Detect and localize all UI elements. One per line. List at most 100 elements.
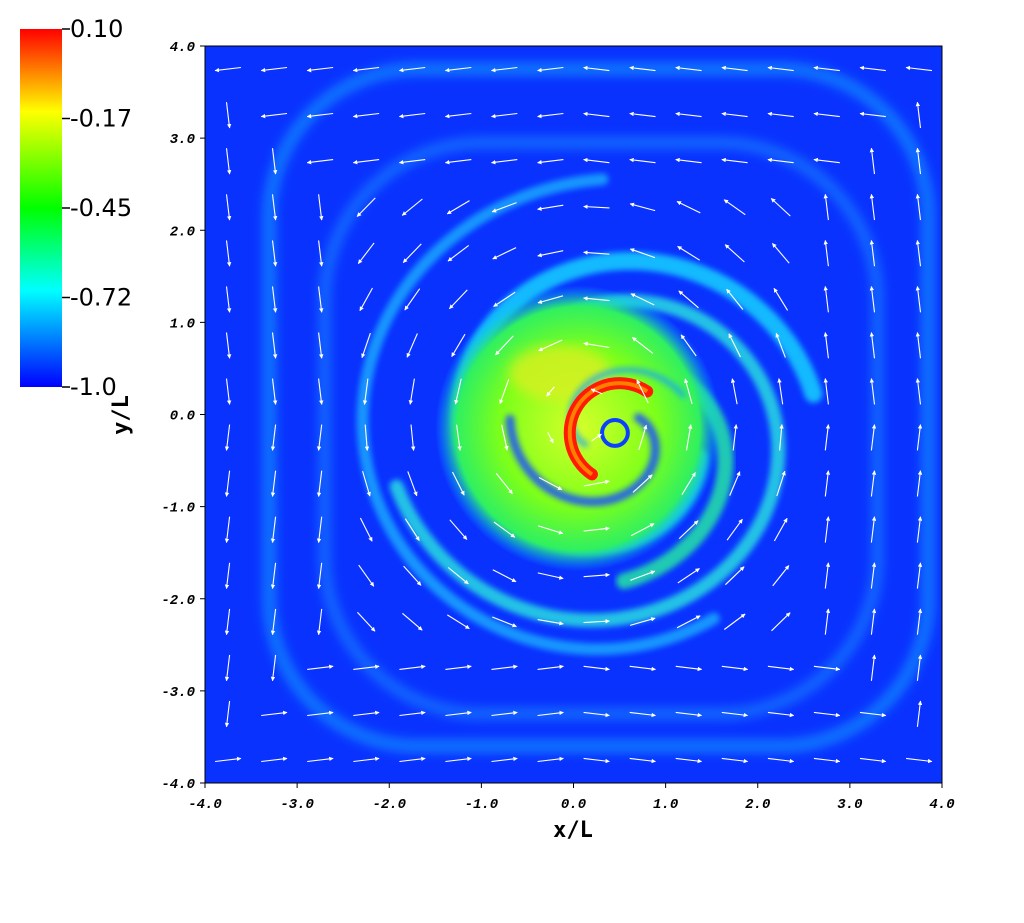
velocity-arrow <box>870 608 877 635</box>
velocity-arrow <box>915 378 922 405</box>
velocity-arrow <box>732 424 738 451</box>
velocity-arrow <box>270 424 277 451</box>
velocity-arrow <box>493 521 516 538</box>
velocity-arrow <box>729 471 741 496</box>
velocity-arrow <box>638 424 648 451</box>
vector-field <box>214 65 933 764</box>
velocity-arrow <box>632 474 653 493</box>
velocity-arrow <box>916 470 923 497</box>
velocity-arrow <box>823 239 829 267</box>
velocity-arrow <box>767 65 794 72</box>
velocity-arrow <box>915 147 922 175</box>
velocity-arrow <box>724 244 745 263</box>
hot-crescent-edge <box>567 381 649 477</box>
velocity-arrow <box>728 333 741 358</box>
velocity-arrow <box>723 199 746 216</box>
velocity-arrow <box>859 111 886 118</box>
velocity-arrow <box>352 159 380 165</box>
velocity-arrow <box>271 286 278 313</box>
velocity-arrow <box>318 240 324 267</box>
velocity-arrow <box>859 65 886 72</box>
velocity-arrow <box>770 197 791 217</box>
velocity-arrow <box>538 339 563 352</box>
velocity-arrow <box>491 159 518 165</box>
velocity-arrow <box>629 757 656 764</box>
velocity-arrow <box>779 424 784 451</box>
velocity-arrow <box>271 240 278 267</box>
velocity-arrow <box>730 378 738 405</box>
velocity-arrow <box>491 756 518 763</box>
velocity-arrow <box>630 293 655 306</box>
velocity-arrow <box>677 245 700 261</box>
velocity-arrow <box>224 700 231 728</box>
colorbar-tick-label: -0.45 <box>70 194 132 222</box>
x-tick-label: -4.0 <box>188 797 222 813</box>
velocity-arrow <box>675 665 703 672</box>
velocity-arrow <box>723 613 746 630</box>
y-tick-label: -3.0 <box>161 685 195 701</box>
velocity-arrow <box>823 332 829 359</box>
velocity-arrow <box>721 111 748 118</box>
velocity-arrow <box>499 379 510 405</box>
velocity-arrow <box>225 378 232 405</box>
velocity-arrow <box>270 654 277 682</box>
velocity-arrow <box>491 66 518 73</box>
velocity-arrow <box>767 711 795 718</box>
velocity-arrow <box>773 287 789 311</box>
velocity-arrow <box>546 386 555 397</box>
velocity-arrow <box>823 378 829 405</box>
colorbar-gradient <box>20 29 62 387</box>
colorbar-tick-label: 0.10 <box>70 15 123 43</box>
x-axis-label: x/L <box>553 818 593 843</box>
velocity-arrow <box>306 112 334 119</box>
velocity-arrow <box>916 654 923 681</box>
velocity-arrow <box>676 615 701 629</box>
velocity-arrow <box>537 250 564 258</box>
velocity-arrow <box>725 566 745 586</box>
velocity-arrow <box>824 562 831 589</box>
velocity-arrow <box>675 157 702 164</box>
velocity-arrow <box>915 239 922 267</box>
velocity-arrow <box>870 516 877 543</box>
velocity-arrow <box>629 617 656 626</box>
velocity-arrow <box>358 564 375 587</box>
velocity-arrow <box>361 332 371 359</box>
velocity-arrow <box>356 197 376 217</box>
velocity-arrow <box>491 202 517 213</box>
velocity-arrow <box>271 148 278 175</box>
velocity-arrow <box>629 157 656 164</box>
velocity-arrow <box>775 332 786 358</box>
velocity-arrow <box>307 756 334 763</box>
velocity-arrow <box>915 193 922 221</box>
velocity-arrow <box>823 285 829 313</box>
velocity-arrow <box>721 65 748 72</box>
velocity-arrow <box>537 112 564 119</box>
velocity-arrow <box>629 665 656 672</box>
velocity-arrow <box>813 111 840 118</box>
velocity-arrow <box>307 664 334 670</box>
velocity-arrow <box>590 388 603 395</box>
core-eye <box>600 418 630 448</box>
velocity-arrow <box>307 710 334 717</box>
velocity-arrow <box>225 194 232 221</box>
velocity-arrow <box>869 193 876 221</box>
velocity-arrow <box>869 239 876 267</box>
velocity-arrow <box>401 198 423 216</box>
velocity-arrow <box>684 378 693 405</box>
velocity-arrow <box>451 333 466 357</box>
velocity-arrow <box>224 562 231 590</box>
velocity-arrow <box>353 756 380 763</box>
velocity-arrow <box>685 424 693 451</box>
velocity-arrow <box>583 479 610 487</box>
velocity-arrow <box>444 159 472 165</box>
velocity-arrow <box>629 248 656 259</box>
y-tick-label: 0.0 <box>170 409 195 425</box>
velocity-arrow <box>681 472 696 495</box>
velocity-arrow <box>869 378 876 405</box>
velocity-arrow <box>495 335 514 356</box>
y-tick-label: 3.0 <box>170 132 195 148</box>
velocity-arrow <box>583 341 610 349</box>
velocity-arrow <box>362 378 369 405</box>
velocity-arrow <box>316 562 323 590</box>
